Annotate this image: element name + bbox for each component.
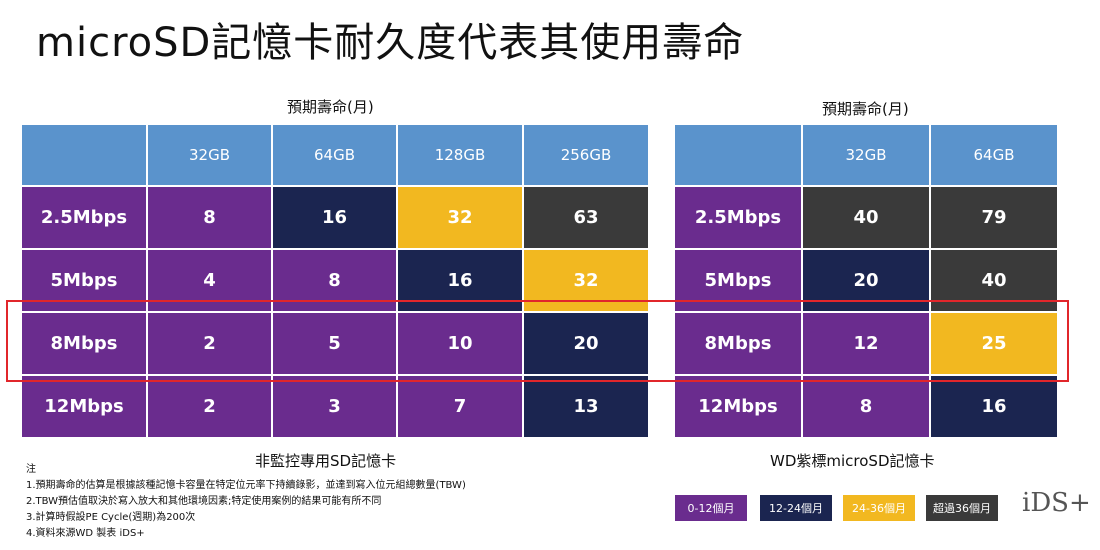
table-cell: 3: [271, 374, 398, 439]
table-cell: 20: [801, 248, 931, 313]
legend-item-0-12: 0-12個月: [674, 494, 748, 522]
table-row: 5Mbps 4 8 16 32: [20, 248, 650, 313]
column-header-64gb: 64GB: [929, 123, 1059, 187]
table-cell: 5: [271, 311, 398, 376]
table-cell: 10: [396, 311, 524, 376]
column-header-128gb: 128GB: [396, 123, 524, 187]
note-line: 1.預期壽命的估算是根據該種記憶卡容量在特定位元率下持續錄影，並達到寫入位元組總…: [26, 480, 466, 491]
table-row: 8Mbps 12 25: [673, 311, 1059, 376]
note-line: 2.TBW預估值取決於寫入放大和其他環境因素;特定使用案例的結果可能有所不同: [26, 496, 382, 507]
table-cell: 8: [271, 248, 398, 313]
column-header-32gb: 32GB: [146, 123, 273, 187]
legend-item-over-36: 超過36個月: [925, 494, 999, 522]
table-cell: 20: [522, 311, 650, 376]
table-cell: 32: [396, 185, 524, 250]
legend-item-24-36: 24-36個月: [842, 494, 916, 522]
right-table-header-caption: 預期壽命(月): [822, 100, 909, 118]
table-header-row: 32GB 64GB: [673, 123, 1059, 187]
note-line: 4.資料來源WD 製表 iDS+: [26, 528, 145, 539]
row-label: 8Mbps: [20, 311, 148, 376]
row-label: 2.5Mbps: [673, 185, 803, 250]
table-row: 8Mbps 2 5 10 20: [20, 311, 650, 376]
ids-logo: iDS+: [1022, 488, 1091, 518]
column-header-64gb: 64GB: [271, 123, 398, 187]
notes: 注 1.預期壽命的估算是根據該種記憶卡容量在特定位元率下持續錄影，並達到寫入位元…: [26, 462, 466, 542]
legend-item-12-24: 12-24個月: [759, 494, 833, 522]
table-cell: 25: [929, 311, 1059, 376]
page-title: microSD記憶卡耐久度代表其使用壽命: [36, 20, 745, 66]
row-label: 12Mbps: [20, 374, 148, 439]
column-header-empty: [20, 123, 148, 187]
left-table-footer-caption: 非監控專用SD記憶卡: [255, 452, 397, 470]
right-lifespan-table: 32GB 64GB 2.5Mbps 40 79 5Mbps 20 40 8Mbp…: [673, 123, 1059, 439]
note-line: 3.計算時假設PE Cycle(週期)為200次: [26, 512, 196, 523]
column-header-256gb: 256GB: [522, 123, 650, 187]
table-row: 12Mbps 2 3 7 13: [20, 374, 650, 439]
table-cell: 4: [146, 248, 273, 313]
table-row: 2.5Mbps 40 79: [673, 185, 1059, 250]
table-cell: 79: [929, 185, 1059, 250]
row-label: 12Mbps: [673, 374, 803, 439]
table-cell: 16: [929, 374, 1059, 439]
table-cell: 8: [146, 185, 273, 250]
row-label: 2.5Mbps: [20, 185, 148, 250]
left-lifespan-table: 32GB 64GB 128GB 256GB 2.5Mbps 8 16 32 63…: [20, 123, 650, 439]
table-cell: 2: [146, 311, 273, 376]
right-table-footer-caption: WD紫標microSD記憶卡: [770, 452, 935, 470]
row-label: 5Mbps: [20, 248, 148, 313]
table-cell: 16: [271, 185, 398, 250]
column-header-empty: [673, 123, 803, 187]
table-cell: 16: [396, 248, 524, 313]
table-cell: 13: [522, 374, 650, 439]
row-label: 8Mbps: [673, 311, 803, 376]
table-cell: 40: [801, 185, 931, 250]
table-cell: 63: [522, 185, 650, 250]
table-header-row: 32GB 64GB 128GB 256GB: [20, 123, 650, 187]
table-cell: 40: [929, 248, 1059, 313]
table-row: 12Mbps 8 16: [673, 374, 1059, 439]
row-label: 5Mbps: [673, 248, 803, 313]
table-cell: 7: [396, 374, 524, 439]
table-row: 5Mbps 20 40: [673, 248, 1059, 313]
table-cell: 8: [801, 374, 931, 439]
column-header-32gb: 32GB: [801, 123, 931, 187]
notes-heading: 注: [26, 464, 36, 475]
table-cell: 32: [522, 248, 650, 313]
left-table-header-caption: 預期壽命(月): [287, 98, 374, 116]
table-row: 2.5Mbps 8 16 32 63: [20, 185, 650, 250]
table-cell: 2: [146, 374, 273, 439]
table-cell: 12: [801, 311, 931, 376]
